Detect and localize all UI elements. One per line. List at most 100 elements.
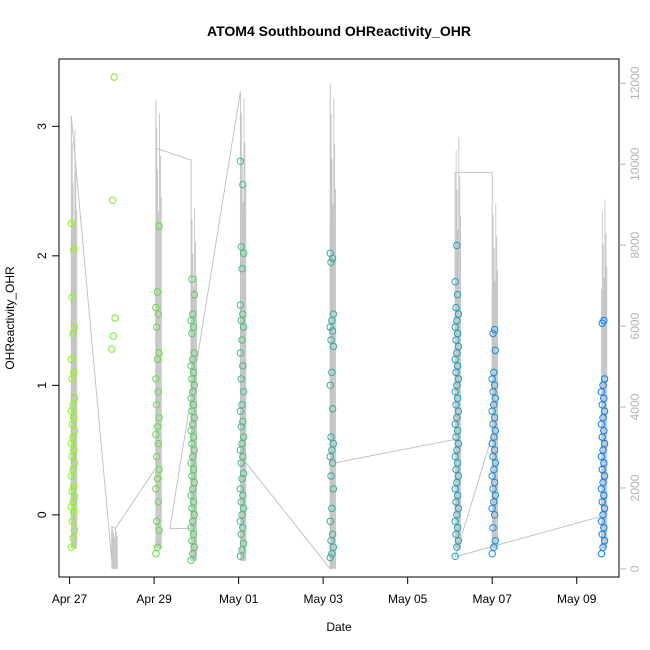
data-point xyxy=(453,291,462,299)
data-point xyxy=(70,446,78,454)
y2-tick-label: 10000 xyxy=(628,147,642,181)
data-point xyxy=(490,511,499,519)
data-point xyxy=(239,362,247,370)
data-point xyxy=(152,375,160,383)
y2-tick-label: 4000 xyxy=(628,393,642,420)
data-point xyxy=(153,288,162,296)
data-point xyxy=(153,474,162,483)
data-point xyxy=(239,388,248,396)
data-point xyxy=(110,73,118,81)
data-point xyxy=(600,537,609,545)
data-point xyxy=(154,388,163,396)
x-tick-label: May 09 xyxy=(557,592,597,606)
data-point xyxy=(155,414,163,422)
data-point xyxy=(239,180,247,189)
data-point xyxy=(454,407,463,415)
data-point xyxy=(189,465,198,474)
data-point xyxy=(491,491,500,500)
data-point xyxy=(327,472,335,480)
data-point xyxy=(236,349,245,357)
data-point xyxy=(489,524,497,532)
data-point xyxy=(108,196,117,204)
data-point xyxy=(329,439,338,448)
data-point xyxy=(453,524,462,532)
data-point xyxy=(239,452,247,461)
data-point xyxy=(189,368,198,377)
data-point xyxy=(451,278,459,286)
data-point xyxy=(490,478,499,487)
data-point xyxy=(328,504,336,513)
data-point xyxy=(154,439,163,448)
data-point xyxy=(239,491,247,500)
y-tick-label: 1 xyxy=(35,382,49,389)
data-point xyxy=(239,524,247,532)
data-point xyxy=(600,459,608,467)
x-tick-label: May 03 xyxy=(303,592,343,606)
data-point xyxy=(600,472,609,480)
data-point xyxy=(67,503,76,511)
data-point xyxy=(70,526,79,535)
data-point xyxy=(491,537,500,545)
data-points xyxy=(67,73,609,564)
data-point xyxy=(68,487,76,496)
data-point xyxy=(600,439,609,448)
y-tick-label: 2 xyxy=(35,252,49,259)
x-tick-label: Apr 27 xyxy=(52,592,88,606)
data-point xyxy=(453,329,462,338)
data-point xyxy=(237,243,245,251)
data-point xyxy=(70,394,79,402)
data-point xyxy=(190,478,199,487)
data-point xyxy=(153,323,161,331)
data-point xyxy=(190,414,199,422)
data-point xyxy=(153,517,161,525)
data-point xyxy=(236,301,245,309)
data-point xyxy=(109,332,118,340)
x-tick-label: May 05 xyxy=(388,592,428,606)
data-point xyxy=(67,355,76,364)
y2-tick-label: 2000 xyxy=(628,474,642,501)
data-point xyxy=(328,405,337,413)
data-point xyxy=(239,417,247,426)
data-point xyxy=(69,498,77,506)
data-point xyxy=(326,553,334,562)
data-point xyxy=(600,504,609,513)
data-point xyxy=(70,368,78,377)
data-point xyxy=(328,530,337,538)
data-point xyxy=(188,275,196,283)
data-point xyxy=(190,291,199,299)
data-point xyxy=(111,314,119,322)
data-point xyxy=(327,433,335,441)
data-point xyxy=(238,401,246,409)
data-point xyxy=(70,427,79,435)
data-point xyxy=(329,543,338,551)
data-point xyxy=(328,459,337,467)
data-point xyxy=(190,511,199,519)
data-point xyxy=(491,394,500,402)
data-point xyxy=(239,469,248,478)
x-tick-label: May 07 xyxy=(473,592,513,606)
data-point xyxy=(453,427,462,435)
data-point xyxy=(69,534,77,542)
data-point xyxy=(236,157,245,166)
data-point xyxy=(326,381,334,389)
data-point xyxy=(454,472,463,480)
data-point xyxy=(238,474,246,483)
data-point xyxy=(454,504,463,513)
data-point xyxy=(488,550,496,558)
y-tick-label: 3 xyxy=(35,123,49,130)
data-point xyxy=(190,446,199,454)
data-point xyxy=(453,459,462,467)
data-point xyxy=(327,258,335,266)
data-point xyxy=(491,459,500,467)
data-point xyxy=(326,517,334,525)
data-point xyxy=(491,346,500,355)
data-point xyxy=(67,543,76,551)
data-point xyxy=(491,427,500,435)
data-point xyxy=(155,465,163,474)
data-point xyxy=(453,362,462,370)
data-point xyxy=(189,433,198,441)
data-point xyxy=(70,482,78,491)
data-point xyxy=(236,485,245,493)
data-point xyxy=(68,293,76,301)
data-point xyxy=(453,241,461,250)
